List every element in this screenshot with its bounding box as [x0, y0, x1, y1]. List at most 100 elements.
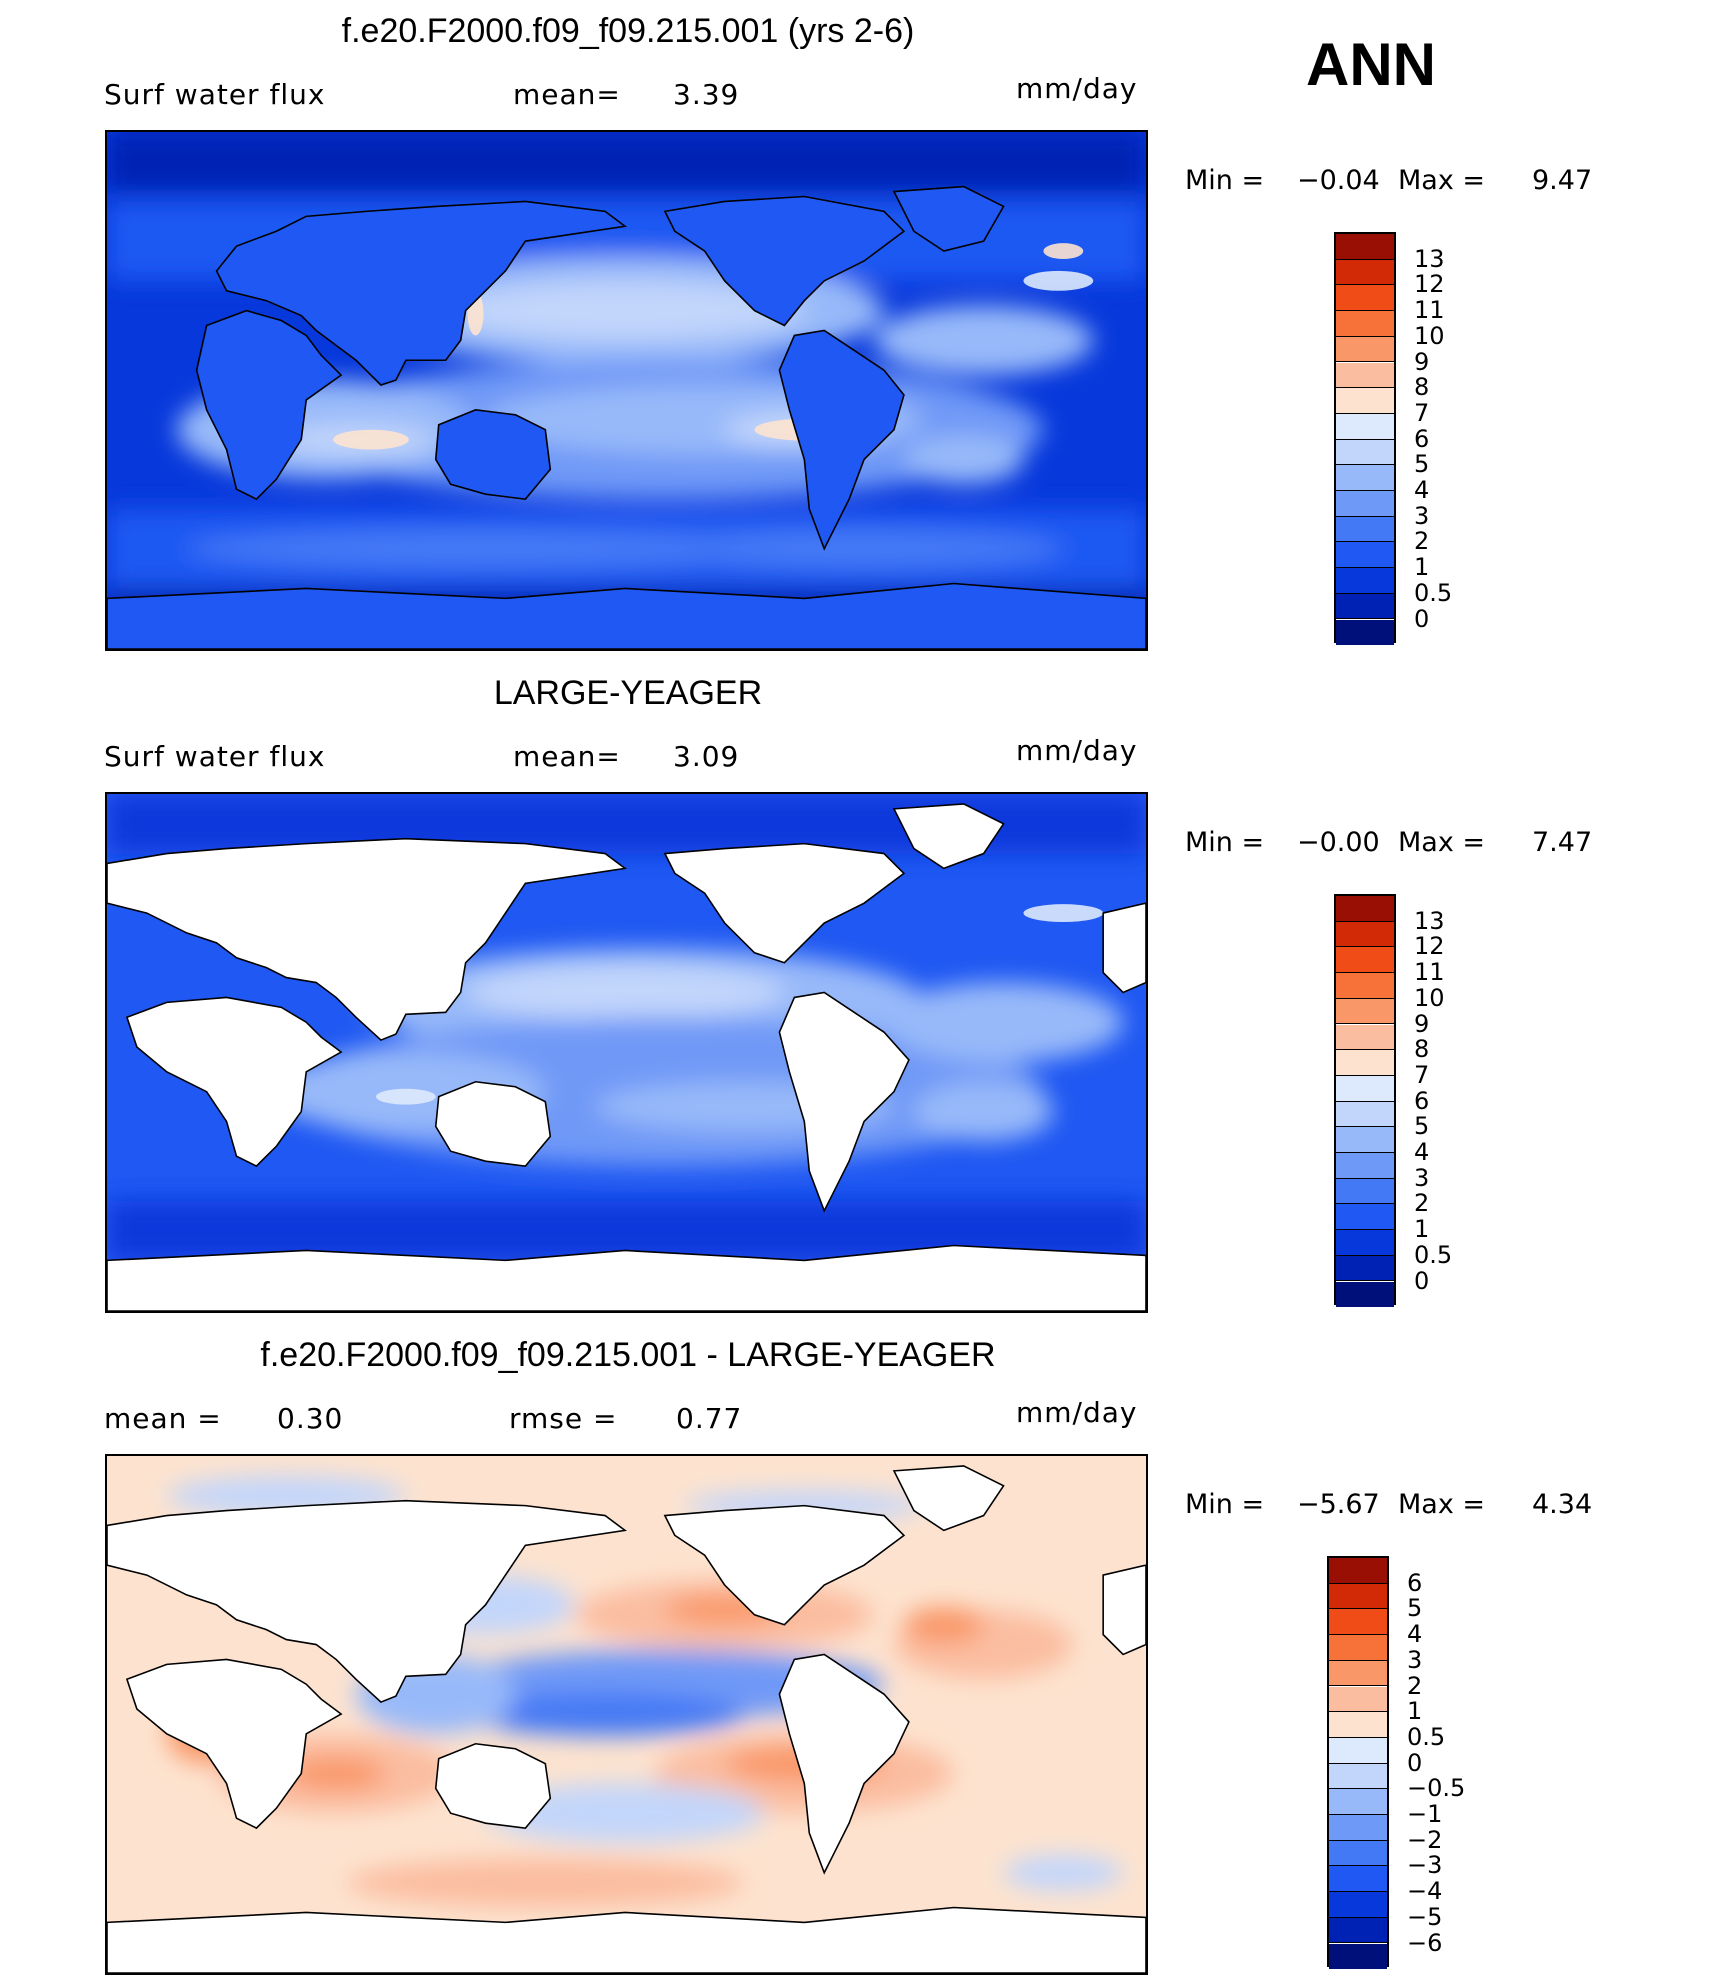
- colorbar-segment: [1336, 362, 1394, 389]
- panel-3-mean-label: mean =: [104, 1402, 222, 1435]
- colorbar-segment: [1336, 285, 1394, 312]
- panel-1-min-label: Min =: [1185, 165, 1265, 196]
- colorbar-segment: [1336, 491, 1394, 517]
- colorbar-segment: [1336, 516, 1394, 543]
- colorbar-tick-label: 6: [1407, 1568, 1423, 1597]
- colorbar-segment: [1336, 1024, 1394, 1051]
- colorbar-tick-label: 9: [1414, 1009, 1430, 1038]
- colorbar-segment: [1336, 568, 1394, 594]
- colorbar-tick-label: 11: [1414, 958, 1445, 987]
- colorbar-segment: [1336, 336, 1394, 363]
- colorbar-tick-label: 12: [1414, 932, 1445, 961]
- season-label: ANN: [1306, 31, 1436, 98]
- colorbar-segment: [1336, 947, 1394, 974]
- panel-3-max-value: 4.34: [1532, 1489, 1593, 1520]
- colorbar-box: [1334, 232, 1396, 646]
- colorbar-segment: [1336, 1153, 1394, 1179]
- colorbar-tick-label: 13: [1414, 244, 1445, 273]
- panel-2-mean-label: mean=: [513, 740, 621, 773]
- panel-3-units: mm/day: [1016, 1396, 1138, 1429]
- colorbar-tick-label: 12: [1414, 270, 1445, 299]
- panel-1-max-value: 9.47: [1532, 165, 1593, 196]
- panel-3-title: f.e20.F2000.f09_f09.215.001 - LARGE-YEAG…: [260, 1336, 996, 1374]
- panel-1-min-value: −0.04: [1297, 165, 1380, 196]
- colorbar-segment: [1336, 1101, 1394, 1128]
- colorbar-segment: [1336, 1230, 1394, 1256]
- colorbar-segment: [1336, 1050, 1394, 1076]
- colorbar-segment: [1329, 1866, 1387, 1893]
- colorbar-tick-label: 8: [1414, 1035, 1430, 1064]
- panel-1-mean-value: 3.39: [673, 78, 740, 111]
- colorbar-segment: [1329, 1943, 1387, 1970]
- colorbar-segment: [1329, 1635, 1387, 1661]
- panel-1-variable-label: Surf water flux: [104, 78, 326, 111]
- colorbar-box: [1327, 1556, 1389, 1970]
- colorbar-segment: [1336, 439, 1394, 466]
- colorbar-segment: [1336, 593, 1394, 620]
- colorbar-tick-label: 13: [1414, 906, 1445, 935]
- colorbar-segment: [1336, 542, 1394, 569]
- colorbar-tick-label: 6: [1414, 424, 1430, 453]
- colorbar-tick-label: 2: [1414, 1189, 1430, 1218]
- colorbar-segment: [1336, 388, 1394, 414]
- colorbar-tick-label: −1: [1407, 1800, 1443, 1828]
- panel-3-min-value: −5.67: [1297, 1489, 1380, 1520]
- panel-2-map-svg: [107, 794, 1146, 1311]
- colorbar-tick-label: 10: [1414, 983, 1445, 1012]
- colorbar-segment: [1329, 1686, 1387, 1713]
- colorbar-tick-label: 4: [1407, 1620, 1423, 1649]
- colorbar-tick-label: 0.5: [1407, 1722, 1446, 1751]
- colorbar-tick-label: −6: [1407, 1928, 1443, 1957]
- colorbar-segment: [1329, 1558, 1387, 1584]
- colorbar-segment: [1336, 311, 1394, 337]
- colorbar-segment: [1329, 1815, 1387, 1841]
- colorbar-segment: [1336, 234, 1394, 260]
- panel-2-max-label: Max =: [1398, 827, 1486, 858]
- colorbar-segment: [1329, 1737, 1387, 1764]
- colorbar-tick-label: 1: [1407, 1697, 1423, 1726]
- colorbar-tick-label: −3: [1407, 1851, 1443, 1880]
- colorbar-segment: [1336, 896, 1394, 922]
- panel-2-map: [105, 792, 1148, 1313]
- panel-1-map-svg: [107, 132, 1146, 649]
- colorbar-segment: [1329, 1609, 1387, 1636]
- panel-3-map-svg: [107, 1456, 1146, 1973]
- colorbar-tick-label: 0.5: [1414, 1240, 1453, 1269]
- colorbar-tick-label: −5: [1407, 1902, 1443, 1931]
- colorbar-segment: [1336, 1075, 1394, 1102]
- colorbar-box: [1334, 894, 1396, 1308]
- colorbar-tick-label: 2: [1414, 527, 1430, 556]
- colorbar-segment: [1329, 1583, 1387, 1610]
- panel-1-title: f.e20.F2000.f09_f09.215.001 (yrs 2-6): [341, 12, 915, 50]
- panel-1-units: mm/day: [1016, 72, 1138, 105]
- colorbar-tick-label: 10: [1414, 321, 1445, 350]
- panel-3-max-label: Max =: [1398, 1489, 1486, 1520]
- colorbar-tick-label: 0: [1414, 604, 1430, 633]
- colorbar-tick-label: −4: [1407, 1877, 1443, 1906]
- colorbar-tick-label: −2: [1407, 1825, 1443, 1854]
- colorbar-tick-label: 5: [1414, 450, 1430, 479]
- colorbar-tick-label: 0: [1414, 1266, 1430, 1295]
- panel-2-min-value: −0.00: [1297, 827, 1380, 858]
- colorbar-segment: [1336, 1281, 1394, 1308]
- colorbar-tick-label: 0: [1407, 1748, 1423, 1777]
- colorbar-tick-label: −0.5: [1407, 1774, 1466, 1803]
- panel-2-max-value: 7.47: [1532, 827, 1593, 858]
- colorbar-segment: [1329, 1917, 1387, 1944]
- colorbar-tick-label: 6: [1414, 1086, 1430, 1115]
- colorbar-segment: [1329, 1763, 1387, 1790]
- colorbar-tick-label: 2: [1407, 1671, 1423, 1700]
- colorbar-segment: [1336, 1255, 1394, 1282]
- panel-3-rmse-label: rmse =: [509, 1402, 618, 1435]
- panel-1-mean-label: mean=: [513, 78, 621, 111]
- colorbar-tick-label: 11: [1414, 296, 1445, 325]
- panel-2-variable-label: Surf water flux: [104, 740, 326, 773]
- colorbar-tick-label: 5: [1407, 1594, 1423, 1623]
- colorbar-segment: [1329, 1840, 1387, 1867]
- colorbar-tick-label: 1: [1414, 1215, 1430, 1244]
- colorbar-segment: [1336, 1204, 1394, 1231]
- colorbar-segment: [1336, 973, 1394, 999]
- panel-2-mean-value: 3.09: [673, 740, 740, 773]
- colorbar-segment: [1336, 259, 1394, 286]
- colorbar-segment: [1336, 998, 1394, 1025]
